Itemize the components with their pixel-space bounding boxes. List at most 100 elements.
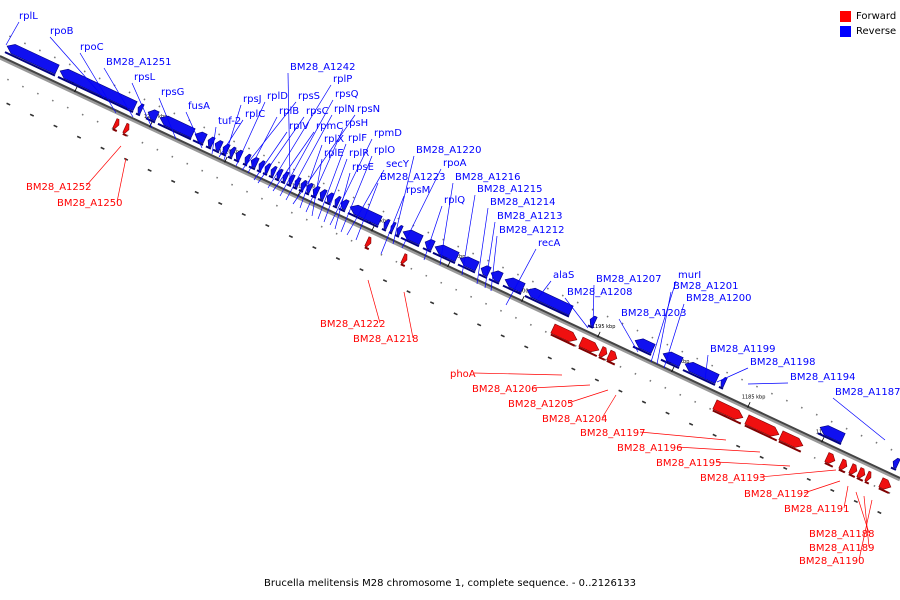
reverse-gene-43 [684,361,720,384]
forward-gene-3-shade [364,246,370,251]
reverse-gene-43-shade [682,369,716,386]
forward-gene-13 [838,458,848,470]
reverse-gene-label: BM28_A1251 [106,57,172,68]
reverse-leader-line [103,67,134,118]
reverse-gene-label: BM28_A1198 [750,357,816,368]
reverse-leader-line [716,367,749,383]
forward-gene-label: BM28_A1193 [700,473,766,484]
reverse-gene-label: BM28_A1214 [490,197,556,208]
reverse-gene-16 [270,165,278,177]
reverse-gene-6-shade [192,139,204,146]
forward-leader-line [116,157,127,203]
reverse-gene-label: rplL [19,11,38,22]
reverse-gene-label: rpoB [50,26,74,37]
reverse-gene-39 [526,287,574,316]
reverse-leader-line [401,168,442,249]
forward-gene-3 [364,236,372,248]
reverse-gene-label: rplN [334,104,355,115]
reverse-gene-26-shade [332,204,338,209]
reverse-gene-38 [504,277,526,293]
reverse-gene-label: recA [538,238,561,249]
forward-swatch [840,11,851,22]
tick-label: 1195 kbp [592,324,616,330]
reverse-gene-46 [892,457,900,469]
forward-gene-14 [848,463,858,475]
reverse-gene-label: rpsM [406,185,430,196]
reverse-leader-line [235,101,266,167]
reverse-gene-37 [490,270,504,283]
reverse-gene-29-shade [381,227,387,232]
legend: Forward Reverse [840,9,896,39]
reverse-gene-label: rplF [348,133,367,144]
reverse-gene-label: rpsS [298,91,320,102]
reverse-leader-line [346,169,385,236]
legend-item-reverse: Reverse [840,24,896,39]
forward-gene-10-shade [744,424,778,442]
reverse-gene-12-shade [242,162,248,167]
reverse-gene-21 [300,179,308,191]
reverse-gene-38-shade [502,284,522,295]
reverse-gene-label: rplD [267,91,288,102]
forward-gene-12-shade [824,462,834,468]
tick-mark [149,121,153,128]
reverse-gene-41 [634,338,656,354]
tick-mark [671,366,675,373]
reverse-gene-label: rpsL [134,72,156,83]
reverse-gene-label: BM28_A1215 [477,184,543,195]
reverse-leader-line [747,382,789,385]
reverse-leader-line [292,114,356,205]
tick-mark [447,261,451,268]
forward-leader-line [803,480,841,494]
figure-caption: Brucella melitensis M28 chromosome 1, co… [264,578,636,589]
reverse-gene-label: alaS [553,270,574,281]
forward-gene-label: BM28_A1218 [353,334,419,345]
reverse-gene-34 [434,244,460,262]
forward-gene-label: BM28_A1197 [580,428,646,439]
legend-item-forward: Forward [840,9,896,24]
reverse-gene-1 [6,44,60,75]
reverse-gene-25-shade [324,201,331,206]
legend-reverse-label: Reverse [856,26,897,37]
forward-gene-8 [606,349,618,362]
forward-gene-label: BM28_A1204 [542,414,608,425]
reverse-gene-34-shade [432,251,456,265]
backbone-line [0,55,900,479]
forward-gene-label: BM28_A1205 [508,399,574,410]
forward-gene-2 [122,122,130,134]
reverse-leader-line [305,128,344,213]
tick-mark [224,156,228,163]
forward-gene-15 [856,467,866,479]
forward-gene-7-shade [598,356,606,361]
reverse-gene-label: BM28_A1216 [455,172,521,183]
reverse-gene-label: BM28_A1207 [596,274,662,285]
reverse-gene-18-shade [280,180,286,185]
reverse-gene-label: rpsH [345,118,368,129]
reverse-leader-line [267,84,332,189]
tick-label: 1200 kbp [516,289,540,295]
forward-gene-17-shade [878,487,890,494]
tick-mark [597,331,601,338]
reverse-gene-35 [459,256,480,272]
reverse-leader-line [223,104,242,161]
reverse-gene-19-shade [286,183,292,188]
reverse-gene-label: fusA [188,101,210,112]
reverse-gene-35-shade [457,263,476,274]
reverse-leader-line [79,52,117,114]
forward-leader-line [531,384,591,389]
reverse-gene-label: rplQ [444,195,465,206]
reverse-gene-label: rpsC [306,106,329,117]
reverse-leader-line [340,155,373,233]
reverse-leader-line [211,126,217,155]
reverse-leader-line [832,397,886,441]
forward-leader-line [676,446,761,453]
forward-gene-7 [598,346,608,358]
reverse-gene-label: rpmD [374,128,402,139]
reverse-leader-line [323,158,348,223]
reverse-gene-45-shade [817,432,842,445]
reverse-gene-37-shade [488,278,500,285]
tick-mark [371,225,375,232]
forward-gene-11 [778,430,804,448]
reverse-gene-label: BM28_A1187 [835,387,900,398]
reverse-leader-line [257,116,305,184]
